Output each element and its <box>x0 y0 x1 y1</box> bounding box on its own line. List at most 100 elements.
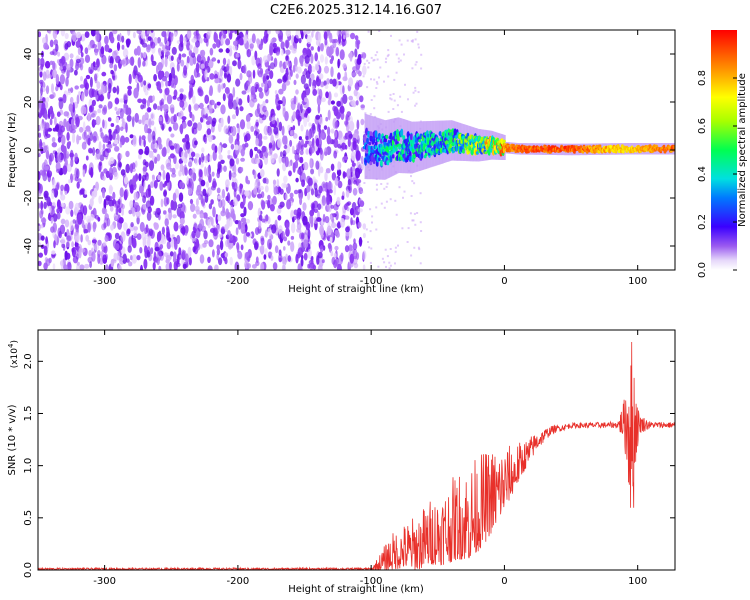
noise-speckle <box>325 116 329 122</box>
noise-speckle <box>238 37 244 46</box>
noise-speckle <box>354 48 358 58</box>
noise-speckle <box>212 249 215 258</box>
noise-speckle <box>147 30 150 35</box>
noise-speckle <box>97 239 102 246</box>
noise-speckle <box>278 257 282 262</box>
noise-speckle <box>325 91 329 99</box>
spectrogram-x-ticks: -300 -200 -100 0 100 <box>93 30 647 287</box>
noise-speckle <box>356 119 360 130</box>
noise-dot <box>389 248 392 250</box>
noise-speckle <box>79 84 85 89</box>
noise-speckle <box>247 201 254 211</box>
noise-speckle <box>45 236 48 245</box>
noise-speckle <box>73 232 78 237</box>
noise-speckle <box>101 207 106 215</box>
noise-speckle <box>285 55 289 61</box>
y-tick-label: 20 <box>23 96 34 109</box>
noise-speckle <box>240 217 247 223</box>
noise-speckle <box>79 264 85 270</box>
noise-speckle <box>249 148 254 159</box>
noise-speckle <box>237 59 242 70</box>
noise-speckle <box>119 126 124 132</box>
noise-speckle <box>282 256 287 266</box>
noise-speckle <box>157 37 161 44</box>
noise-speckle <box>208 89 212 96</box>
noise-speckle <box>199 102 204 109</box>
noise-speckle <box>90 30 96 37</box>
noise-speckle <box>203 212 208 219</box>
noise-speckle <box>38 225 41 230</box>
noise-speckle <box>199 244 203 249</box>
noise-speckle <box>235 53 240 58</box>
noise-speckle <box>185 141 191 150</box>
noise-speckle <box>245 218 251 224</box>
noise-speckle <box>61 243 65 248</box>
noise-speckle <box>312 200 319 209</box>
noise-dot <box>380 202 383 205</box>
noise-speckle <box>196 184 202 193</box>
noise-speckle <box>120 231 126 243</box>
noise-speckle <box>113 252 118 260</box>
noise-speckle <box>231 172 237 178</box>
noise-speckle <box>245 30 249 35</box>
noise-speckle <box>94 48 99 56</box>
noise-speckle <box>39 138 43 150</box>
noise-speckle <box>122 253 127 264</box>
noise-speckle <box>48 30 52 35</box>
signal-bin <box>377 135 381 139</box>
signal-bin <box>394 146 399 152</box>
noise-speckle <box>141 135 146 141</box>
noise-speckle <box>276 168 280 177</box>
noise-speckle <box>137 57 141 68</box>
noise-speckle <box>190 203 196 212</box>
noise-speckle <box>45 85 50 95</box>
noise-speckle <box>302 215 308 226</box>
noise-speckle <box>240 148 245 157</box>
noise-speckle <box>356 161 361 170</box>
noise-speckle <box>120 169 126 176</box>
noise-speckle <box>153 103 158 110</box>
noise-speckle <box>203 240 209 245</box>
noise-speckle <box>51 190 55 200</box>
noise-speckle <box>227 150 231 155</box>
signal-track-layer <box>362 113 675 180</box>
noise-dot <box>367 241 369 243</box>
x-tick-label: 0 <box>501 576 507 587</box>
noise-dot <box>404 83 406 86</box>
noise-speckle <box>40 224 44 229</box>
noise-speckle <box>84 47 89 55</box>
noise-speckle <box>81 92 85 103</box>
noise-speckle <box>195 198 199 207</box>
noise-speckle <box>181 150 185 161</box>
noise-speckle <box>198 157 202 166</box>
noise-speckle <box>75 40 81 48</box>
noise-speckle <box>40 81 43 88</box>
noise-speckle <box>121 44 125 50</box>
noise-speckle <box>106 217 111 227</box>
noise-dot <box>370 99 373 101</box>
noise-speckle <box>66 241 70 248</box>
noise-speckle <box>355 252 360 260</box>
noise-dot <box>366 86 369 89</box>
noise-speckle <box>231 181 235 190</box>
noise-speckle <box>200 152 205 163</box>
noise-speckle <box>222 34 227 39</box>
noise-speckle <box>123 222 128 231</box>
noise-speckle <box>98 141 102 152</box>
noise-speckle <box>332 78 337 87</box>
noise-speckle <box>177 203 183 209</box>
noise-speckle <box>353 89 358 97</box>
noise-dot <box>403 190 406 193</box>
noise-speckle <box>281 157 286 163</box>
noise-speckle <box>85 74 91 80</box>
y-tick-label: 1.5 <box>23 406 34 422</box>
noise-speckle <box>42 37 47 44</box>
noise-speckle <box>226 218 230 229</box>
noise-speckle <box>267 199 271 209</box>
noise-speckle <box>159 42 163 47</box>
noise-speckle <box>297 247 303 258</box>
noise-speckle <box>229 204 234 212</box>
noise-speckle <box>212 180 217 189</box>
noise-speckle <box>240 224 246 234</box>
signal-bin <box>368 141 372 146</box>
